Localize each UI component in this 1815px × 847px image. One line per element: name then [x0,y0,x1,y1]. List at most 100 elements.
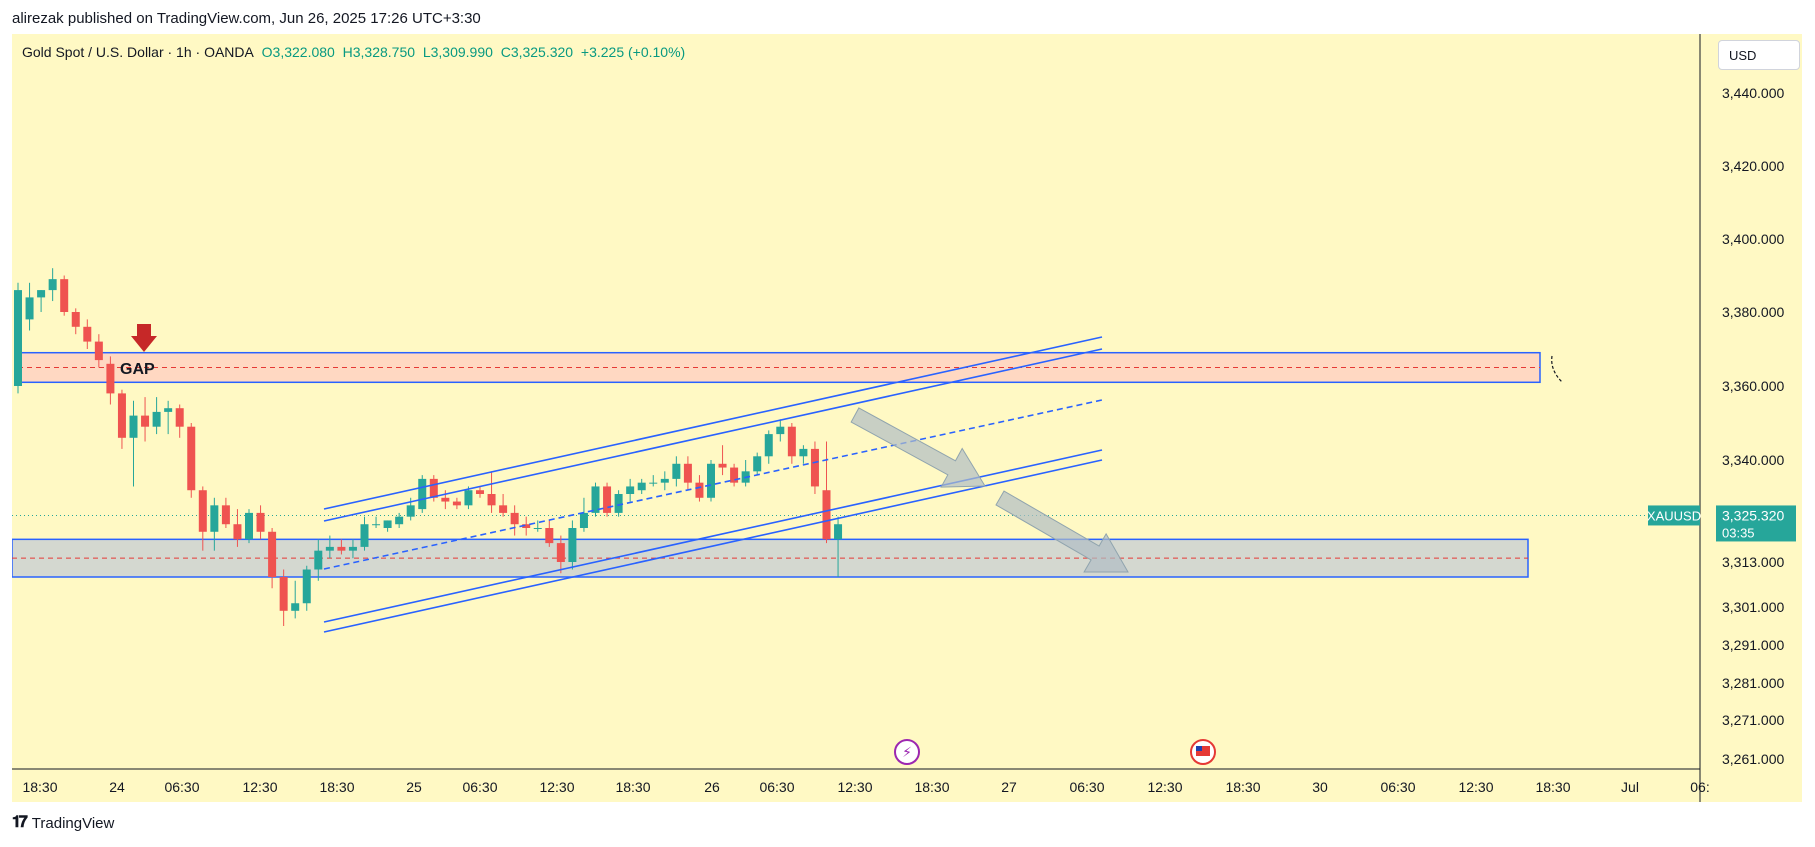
price-tick-label: 3,261.000 [1722,751,1784,767]
time-tick-label: 06:30 [1380,779,1415,795]
candle-body [591,486,600,513]
candle-body [245,512,253,540]
gap-label: GAP [120,361,155,378]
candle-body [71,312,80,327]
time-tick-label: 18:30 [1225,779,1260,795]
candle-body [834,524,843,540]
candle-body [660,478,669,483]
candle-body [129,415,138,438]
projection-arrow-2 [995,490,1129,573]
candle-body [787,426,796,457]
candle-body [556,543,565,562]
candle-body [94,341,103,361]
price-tick-label: 3,313.000 [1722,554,1784,570]
candle-body [279,577,288,611]
price-tick-label: 3,400.000 [1722,231,1784,247]
candle-body [568,528,577,562]
price-tick-label: 3,271.000 [1722,712,1784,728]
time-tick-label: 06:30 [462,779,497,795]
candle-body [672,463,681,479]
projection-arrow-1 [850,407,986,488]
candle-body [83,326,92,342]
candle-body [418,478,427,510]
candle-body [117,393,126,438]
symbol-name: Gold Spot / U.S. Dollar · 1h · OANDA [22,44,254,60]
candle-body [522,524,531,528]
candle-body [487,494,496,506]
candle-body [291,603,300,611]
candle-body [464,490,473,506]
price-tick-label: 3,340.000 [1722,452,1784,468]
candle-body [187,426,196,491]
us-flag-stripe [1196,746,1210,756]
candle-body [337,546,346,551]
price-tick-label: 3,291.000 [1722,637,1784,653]
last-price-text: 3,325.320 [1722,507,1784,523]
cursor-mark [1551,355,1563,383]
time-tick-label: 06: [1690,779,1709,795]
candle-body [718,463,727,468]
candle-body [383,520,392,528]
gap-down-arrow-icon [131,324,157,352]
candle-body [683,463,692,483]
ticker-tag [1648,505,1700,526]
chart-area[interactable]: 3,440.000 3,420.000 3,400.000 3,380.000 3,36… [12,34,1802,802]
time-tick-label: 12:30 [837,779,872,795]
candle-body [372,524,381,526]
candle-body [302,569,311,604]
time-tick-label: 06:30 [1069,779,1104,795]
candle-body [614,494,623,513]
candle-body [533,528,542,529]
time-tick-label: 24 [109,779,125,795]
time-tick-label: 27 [1001,779,1017,795]
price-tick-label: 3,420.000 [1722,158,1784,174]
candle-body [164,408,173,412]
tradingview-logo-icon: 𝟏𝟕 [12,814,28,831]
candle-body [406,505,415,517]
candle-body [452,501,461,506]
time-tick-label: 25 [406,779,422,795]
candle-body [545,528,554,544]
candle-body [695,482,704,498]
candle-body [210,505,219,532]
currency-selector[interactable]: USD [1718,40,1800,70]
change-value: +3.225 (+0.10%) [580,44,686,60]
close-value: 3,325.320 [510,44,574,60]
price-tick-label: 3,380.000 [1722,304,1784,320]
candle-body [776,426,785,435]
time-tick-label: 06:30 [164,779,199,795]
candle-body [603,486,612,513]
footer-branding: 𝟏𝟕 TradingView [12,814,114,832]
time-tick-label: 18:30 [319,779,354,795]
time-tick-label: 30 [1312,779,1328,795]
time-tick-label: 18:30 [615,779,650,795]
price-tick-label: 3,360.000 [1722,378,1784,394]
candle-body [579,512,588,528]
time-tick-label: Jul [1621,779,1639,795]
candle-body [152,411,161,427]
candle-body [233,524,242,540]
lightning-icon: ⚡ [902,745,912,761]
close-label: C [500,44,511,60]
candle-body [810,448,819,487]
low-value: 3,309.990 [430,44,493,60]
open-label: O [261,44,273,60]
candle-body [429,478,438,498]
earnings-event-icon[interactable] [894,739,920,765]
countdown-text: 03:35 [1722,525,1755,540]
candle-body [441,497,450,502]
candle-body [476,490,484,494]
chart-canvas[interactable]: 3,440.000 3,420.000 3,400.000 3,380.000 3,36… [12,34,1802,802]
candle-body [510,512,519,525]
time-tick-label: 12:30 [539,779,574,795]
candle-body [14,290,22,386]
candle-body [256,512,265,532]
time-tick-label: 12:30 [1147,779,1182,795]
time-tick-label: 18:30 [1535,779,1570,795]
candle-body [314,550,323,570]
candle-body [707,463,715,498]
channel-lower-line-2 [323,459,1103,633]
time-tick-label: 26 [704,779,720,795]
last-price-tag [1716,505,1796,542]
time-tick-label: 12:30 [1458,779,1493,795]
